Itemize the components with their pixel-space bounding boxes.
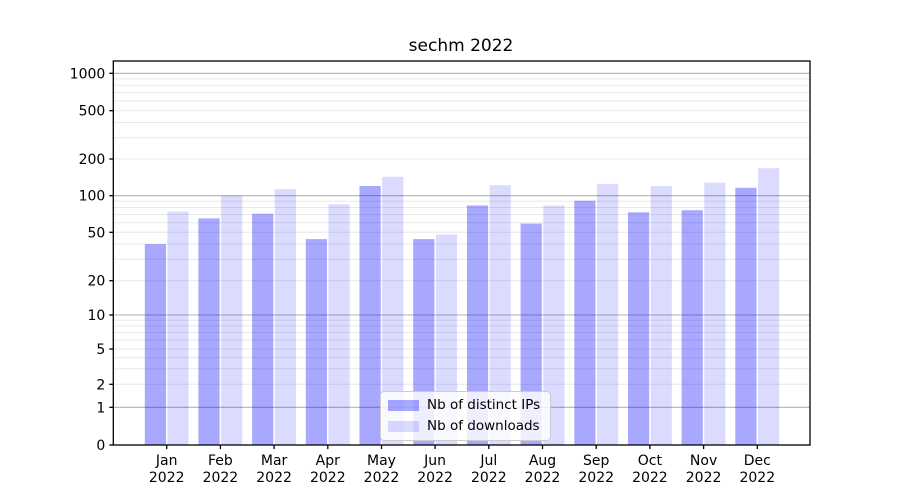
bar xyxy=(221,195,243,445)
bar xyxy=(704,182,726,445)
y-tick-label: 200 xyxy=(79,152,106,168)
bar xyxy=(758,168,780,445)
legend-label-downloads: Nb of downloads xyxy=(427,418,540,434)
chart-title: sechm 2022 xyxy=(408,36,514,56)
x-tick-label: Jan xyxy=(155,453,178,469)
x-tick-label-year: 2022 xyxy=(149,470,185,486)
bar xyxy=(198,218,220,445)
x-tick-label: Feb xyxy=(208,453,233,469)
bar xyxy=(305,239,327,445)
y-tick-label: 20 xyxy=(87,274,105,290)
legend-swatch-downloads xyxy=(388,420,419,432)
bar xyxy=(735,187,757,446)
x-tick-label: May xyxy=(367,453,396,469)
bar xyxy=(650,186,672,445)
bar xyxy=(328,204,350,445)
x-tick-label-year: 2022 xyxy=(686,470,722,486)
y-tick-label: 1000 xyxy=(70,66,106,82)
bar xyxy=(520,223,542,445)
y-tick-label: 0 xyxy=(96,438,105,454)
x-tick-label-year: 2022 xyxy=(471,470,507,486)
bar xyxy=(628,212,650,445)
bar xyxy=(252,213,274,445)
y-tick-label: 100 xyxy=(79,189,106,205)
bar xyxy=(466,205,489,445)
axes-spines xyxy=(112,60,811,446)
x-tick-label: Nov xyxy=(690,453,717,469)
y-tick-label: 2 xyxy=(96,377,105,393)
x-tick-label-year: 2022 xyxy=(364,470,400,486)
x-tick-label: Jun xyxy=(423,453,446,469)
x-tick-label-year: 2022 xyxy=(525,470,561,486)
bar xyxy=(489,185,511,445)
bar xyxy=(597,183,619,445)
bar xyxy=(144,244,166,445)
bars-downloads xyxy=(167,168,780,446)
bar xyxy=(274,189,296,445)
x-tick-label: Sep xyxy=(583,453,610,469)
x-tick-label-year: 2022 xyxy=(417,470,453,486)
bar xyxy=(359,186,381,445)
x-tick-label-year: 2022 xyxy=(739,470,775,486)
x-tick-label-year: 2022 xyxy=(578,470,614,486)
legend-label-distinct-ips: Nb of distinct IPs xyxy=(427,397,541,413)
bar xyxy=(681,210,703,445)
y-tick-label: 10 xyxy=(87,308,105,324)
legend-item-downloads: Nb of downloads xyxy=(388,418,540,434)
bar xyxy=(574,200,596,445)
x-tick-label: Aug xyxy=(529,453,556,469)
gridlines-minor xyxy=(113,78,810,385)
y-tick-label: 500 xyxy=(79,104,106,120)
x-tick-label-year: 2022 xyxy=(310,470,346,486)
x-tick-label-year: 2022 xyxy=(632,470,668,486)
bar xyxy=(543,205,565,445)
legend: Nb of distinct IPs Nb of downloads xyxy=(380,391,552,441)
y-tick-label: 1 xyxy=(96,400,105,416)
y-tick-label: 5 xyxy=(96,342,105,358)
x-tick-label: Jul xyxy=(479,453,497,469)
bar xyxy=(167,211,189,445)
y-tick-label: 50 xyxy=(87,225,105,241)
x-axis: Jan2022Feb2022Mar2022Apr2022May2022Jun20… xyxy=(149,445,775,486)
x-tick-label-year: 2022 xyxy=(256,470,292,486)
x-tick-label-year: 2022 xyxy=(203,470,239,486)
x-tick-label: Oct xyxy=(638,453,663,469)
x-tick-label: Apr xyxy=(316,453,340,469)
x-tick-label: Mar xyxy=(261,453,288,469)
legend-swatch-distinct-ips xyxy=(388,399,419,411)
legend-item-distinct-ips: Nb of distinct IPs xyxy=(388,397,540,413)
x-tick-label: Dec xyxy=(744,453,771,469)
y-axis: 0 1 2 5 10 20 50 100 200 500 1000 xyxy=(70,66,114,454)
bar xyxy=(382,176,404,446)
